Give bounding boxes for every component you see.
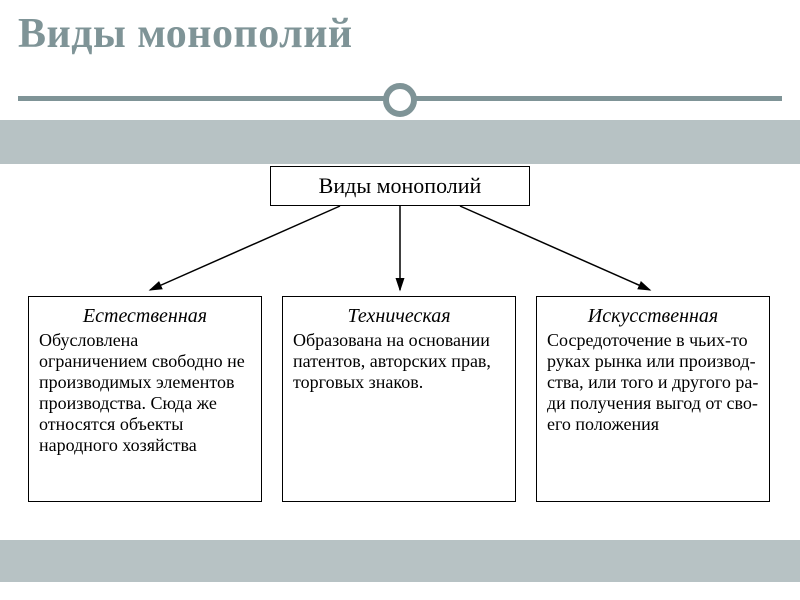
- leaf-desc: Обусловлена ограничением свободно не про…: [39, 330, 251, 456]
- leaf-title: Искусственная: [547, 305, 759, 328]
- leaf-title: Техническая: [293, 305, 505, 328]
- top-band: [0, 120, 800, 164]
- leaf-node-2: Искусственная Сосредоточение в чьих-то р…: [536, 296, 770, 502]
- root-node-label: Виды монополий: [319, 173, 482, 198]
- header: Виды монополий: [0, 0, 800, 64]
- title-rule-circle: [383, 83, 417, 117]
- diagram: Виды монополий Естественная Обусловлена …: [0, 166, 800, 546]
- arrow-line: [460, 206, 650, 290]
- page-title: Виды монополий: [18, 10, 782, 58]
- leaf-title: Естественная: [39, 305, 251, 328]
- arrow-line: [150, 206, 340, 290]
- leaf-node-0: Естественная Обусловлена ограничением св…: [28, 296, 262, 502]
- title-rule: [0, 82, 800, 118]
- root-node: Виды монополий: [270, 166, 530, 206]
- leaf-desc: Образована на основа­нии патентов, автор…: [293, 330, 505, 393]
- bottom-band: [0, 540, 800, 582]
- leaf-node-1: Техническая Образована на основа­нии пат…: [282, 296, 516, 502]
- leaf-desc: Сосредоточение в чьих-то руках рынка или…: [547, 330, 759, 435]
